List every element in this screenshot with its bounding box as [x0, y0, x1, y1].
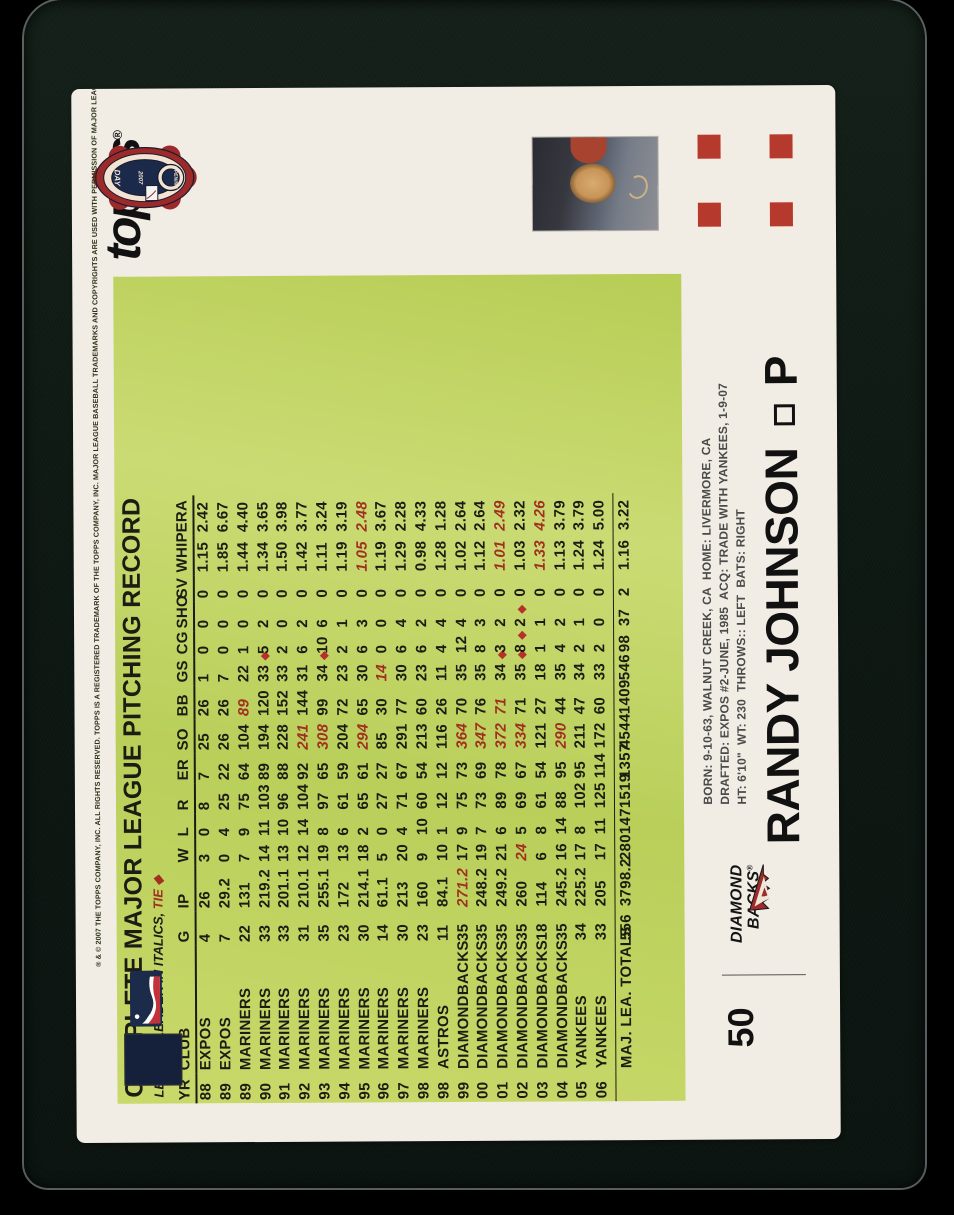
svg-text:DAY: DAY — [113, 170, 122, 187]
svg-text:OPENING: OPENING — [172, 166, 178, 189]
svg-text:2007: 2007 — [137, 170, 143, 185]
